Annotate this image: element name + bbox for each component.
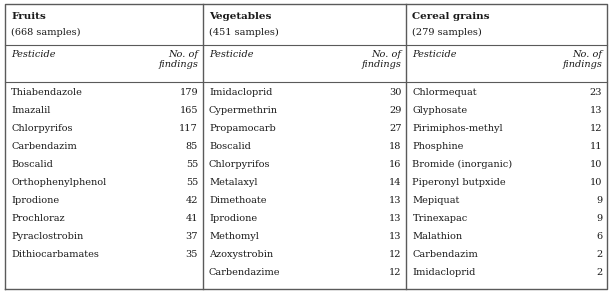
Text: Cereal grains: Cereal grains	[412, 12, 490, 21]
Text: Prochloraz: Prochloraz	[11, 214, 65, 223]
Text: 35: 35	[185, 250, 198, 259]
Text: Imidacloprid: Imidacloprid	[209, 88, 272, 97]
Text: Vegetables: Vegetables	[209, 12, 271, 21]
Text: Metalaxyl: Metalaxyl	[209, 178, 258, 187]
Text: 13: 13	[389, 214, 401, 223]
Text: 6: 6	[596, 232, 602, 241]
Text: 13: 13	[389, 196, 401, 205]
Text: 2: 2	[596, 250, 602, 259]
Text: Chlormequat: Chlormequat	[412, 88, 477, 97]
Text: Bromide (inorganic): Bromide (inorganic)	[412, 160, 513, 169]
Text: Thiabendazole: Thiabendazole	[11, 88, 83, 97]
Text: 179: 179	[179, 88, 198, 97]
Text: Glyphosate: Glyphosate	[412, 106, 468, 115]
Text: (451 samples): (451 samples)	[209, 28, 278, 37]
Text: Dithiocarbamates: Dithiocarbamates	[11, 250, 99, 259]
Text: (279 samples): (279 samples)	[412, 28, 482, 37]
Text: No. of
findings: No. of findings	[158, 50, 198, 69]
Text: Chlorpyrifos: Chlorpyrifos	[11, 124, 72, 133]
Text: Pirimiphos-methyl: Pirimiphos-methyl	[412, 124, 503, 133]
Text: 42: 42	[185, 196, 198, 205]
Text: 117: 117	[179, 124, 198, 133]
Text: Carbendazim: Carbendazim	[412, 250, 478, 259]
Text: Phosphine: Phosphine	[412, 142, 464, 151]
Text: Propamocarb: Propamocarb	[209, 124, 276, 133]
Text: Boscalid: Boscalid	[11, 160, 53, 169]
Text: Cypermethrin: Cypermethrin	[209, 106, 278, 115]
Text: 12: 12	[389, 250, 401, 259]
Text: 2: 2	[596, 268, 602, 277]
Text: Malathion: Malathion	[412, 232, 463, 241]
Text: Imazalil: Imazalil	[11, 106, 50, 115]
Text: Trinexapac: Trinexapac	[412, 214, 468, 223]
Text: Dimethoate: Dimethoate	[209, 196, 266, 205]
Text: Iprodione: Iprodione	[209, 214, 257, 223]
Text: 29: 29	[389, 106, 401, 115]
Text: No. of
findings: No. of findings	[562, 50, 602, 69]
Text: (668 samples): (668 samples)	[11, 28, 81, 37]
Text: Pesticide: Pesticide	[209, 50, 253, 59]
Text: Carbendazime: Carbendazime	[209, 268, 280, 277]
Text: Iprodione: Iprodione	[11, 196, 59, 205]
Text: 30: 30	[389, 88, 401, 97]
Text: Fruits: Fruits	[11, 12, 46, 21]
Text: Azoxystrobin: Azoxystrobin	[209, 250, 273, 259]
Text: 37: 37	[185, 232, 198, 241]
Text: Pesticide: Pesticide	[412, 50, 457, 59]
Text: 85: 85	[185, 142, 198, 151]
Text: 14: 14	[389, 178, 401, 187]
Text: 23: 23	[590, 88, 602, 97]
Text: Carbendazim: Carbendazim	[11, 142, 76, 151]
Text: 9: 9	[596, 214, 602, 223]
Text: 10: 10	[590, 178, 602, 187]
Text: Pesticide: Pesticide	[11, 50, 56, 59]
Text: 55: 55	[185, 160, 198, 169]
Text: Chlorpyrifos: Chlorpyrifos	[209, 160, 271, 169]
Text: 12: 12	[590, 124, 602, 133]
Text: Imidacloprid: Imidacloprid	[412, 268, 476, 277]
Text: 27: 27	[389, 124, 401, 133]
Text: 55: 55	[185, 178, 198, 187]
Text: 13: 13	[389, 232, 401, 241]
Text: Piperonyl butpxide: Piperonyl butpxide	[412, 178, 506, 187]
Text: 165: 165	[179, 106, 198, 115]
Text: 11: 11	[590, 142, 602, 151]
Text: 10: 10	[590, 160, 602, 169]
Text: Methomyl: Methomyl	[209, 232, 259, 241]
Text: Orthophenylphenol: Orthophenylphenol	[11, 178, 106, 187]
Text: 41: 41	[185, 214, 198, 223]
Text: Boscalid: Boscalid	[209, 142, 251, 151]
Text: 16: 16	[389, 160, 401, 169]
Text: 18: 18	[389, 142, 401, 151]
Text: Pyraclostrobin: Pyraclostrobin	[11, 232, 83, 241]
Text: 13: 13	[590, 106, 602, 115]
Text: 12: 12	[389, 268, 401, 277]
Text: Mepiquat: Mepiquat	[412, 196, 460, 205]
Text: 9: 9	[596, 196, 602, 205]
Text: No. of
findings: No. of findings	[362, 50, 401, 69]
